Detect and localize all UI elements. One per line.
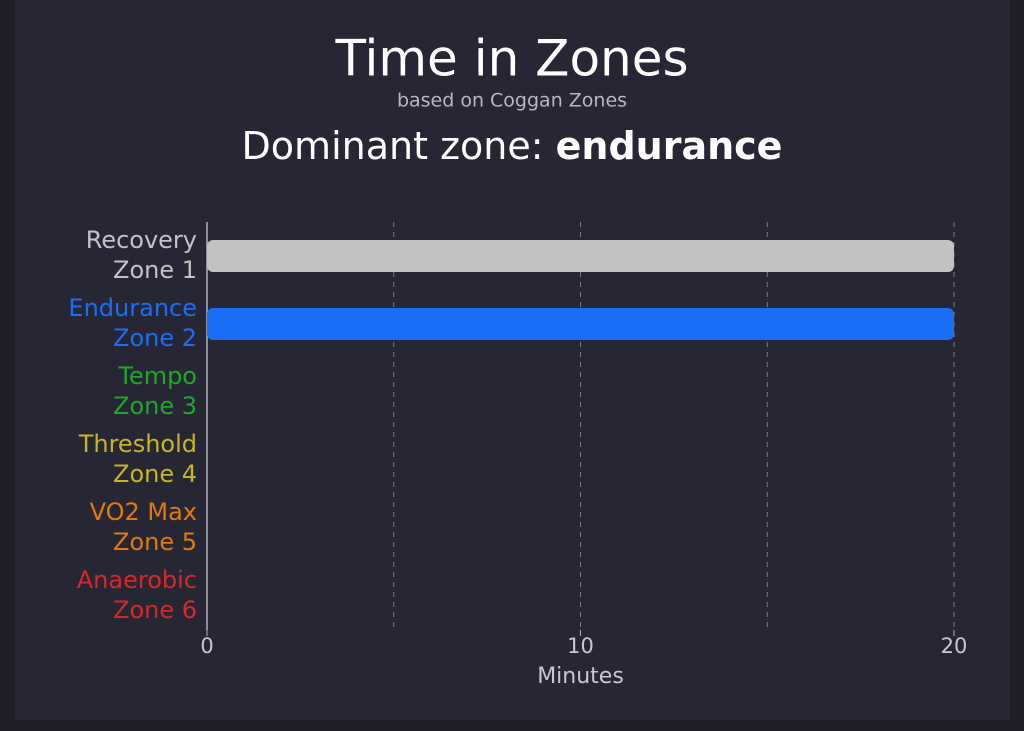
y-tick-label-line: Anaerobic: [77, 566, 197, 594]
dominant-zone: Dominant zone: endurance: [242, 124, 783, 168]
y-tick-label: Tempo Zone 3: [113, 362, 197, 420]
y-tick-label-line: VO2 Max: [90, 498, 197, 526]
y-tick-label-line: Zone 6: [113, 596, 197, 624]
x-tick-label: 20: [941, 634, 968, 658]
y-tick-label-line: Zone 1: [113, 256, 197, 284]
y-tick-label-line: Threshold: [78, 430, 197, 458]
y-tick-label-line: Endurance: [68, 294, 197, 322]
y-tick-label-line: Zone 2: [113, 324, 197, 352]
y-tick-label-line: Tempo: [117, 362, 197, 390]
x-axis-label: Minutes: [537, 664, 624, 689]
y-tick-label: Endurance Zone 2: [68, 294, 197, 352]
y-tick-label-line: Zone 3: [113, 392, 197, 420]
y-tick-label-line: Recovery: [86, 226, 197, 254]
y-tick-label: Recovery Zone 1: [86, 226, 197, 284]
dominant-label: Dominant zone:: [242, 124, 544, 168]
y-tick-label: Threshold Zone 4: [78, 430, 197, 488]
y-tick-label-line: Zone 4: [113, 460, 197, 488]
bar: [207, 240, 954, 272]
x-tick-label: 10: [567, 634, 594, 658]
dominant-value: endurance: [556, 124, 783, 168]
x-tick-label: 0: [200, 634, 213, 658]
bar: [207, 308, 954, 340]
y-tick-label: Anaerobic Zone 6: [77, 566, 197, 624]
chart-subtitle: based on Coggan Zones: [397, 90, 627, 112]
chart-title: Time in Zones: [334, 30, 688, 88]
y-tick-label-line: Zone 5: [113, 528, 197, 556]
y-tick-label: VO2 Max Zone 5: [90, 498, 197, 556]
panel: [15, 0, 1010, 720]
